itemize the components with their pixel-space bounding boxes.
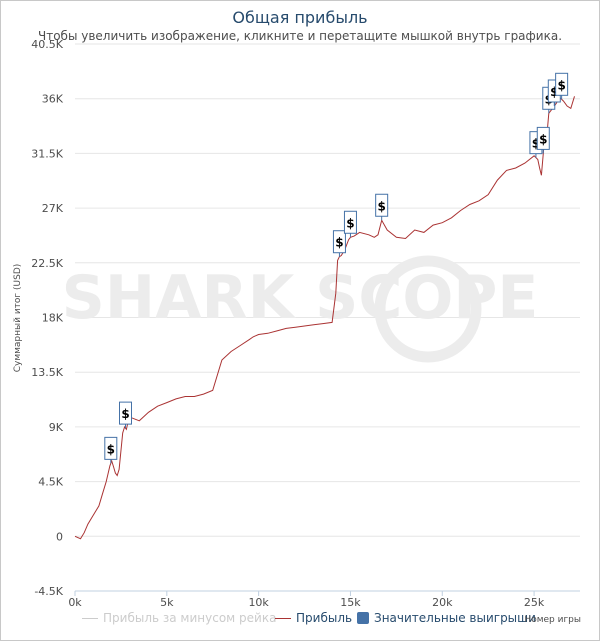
x-tick-label: 20k [432,596,453,609]
big-win-marker-label: $ [539,132,547,146]
big-win-marker[interactable]: $ [375,193,389,221]
big-win-marker-label: $ [107,442,115,456]
legend-item[interactable]: Значительные выигрыши [357,611,536,625]
big-win-marker[interactable]: $ [332,230,346,257]
y-tick-label: -4.5K [34,585,63,598]
chart-title: Общая прибыль [232,8,368,27]
big-win-marker[interactable]: $ [536,126,550,154]
legend-swatch [82,617,98,619]
legend-item[interactable]: Прибыль [275,611,352,625]
big-win-marker-label: $ [557,78,565,92]
y-tick-label: 0 [56,530,63,543]
x-tick-label: 25k [524,596,545,609]
y-tick-label: 9K [49,421,64,434]
big-win-marker-label: $ [532,137,540,151]
x-axis-title: Номер игры [524,615,581,625]
legend-item[interactable]: Прибыль за минусом рейка [82,611,276,625]
x-tick-label: 10k [248,596,269,609]
legend: Прибыль за минусом рейка Прибыль Значитель… [0,611,600,629]
legend-label: Прибыль за минусом рейка [103,611,277,625]
legend-swatch [275,617,291,619]
x-tick-label: 0k [68,596,82,609]
big-win-marker[interactable]: $ [343,210,357,238]
legend-label: Значительные выигрыши [374,611,536,625]
y-tick-label: 40.5K [31,38,63,51]
y-tick-label: 4.5K [38,476,63,489]
big-win-marker-label: $ [335,236,343,250]
y-tick-label: 27K [42,202,64,215]
big-win-marker[interactable]: $ [104,436,118,464]
big-win-marker-label: $ [377,199,385,213]
watermark-scope-icon [374,255,482,363]
y-axis-title: Суммарный итог (USD) [13,264,23,373]
legend-label: Прибыль [296,611,353,625]
series-line-profit [74,96,575,540]
big-win-marker[interactable]: $ [555,72,569,100]
big-win-marker-label: $ [346,216,354,230]
y-tick-label: 22.5K [31,257,63,270]
y-tick-label: 36K [42,93,64,106]
legend-swatch [357,612,369,624]
y-tick-label: 31.5K [31,147,63,160]
x-tick-label: 5k [160,596,174,609]
x-axis: 0k 5k 10k 15k 20k 25k [68,590,580,609]
big-win-marker-label: $ [121,407,129,421]
big-win-marker-label: $ [550,85,558,99]
y-tick-label: 18K [42,312,64,325]
y-axis: -4.5K 0 4.5K 9K 13.5K 18K 22.5K 27K 31.5K 36K 40.5… [31,38,63,598]
y-tick-label: 13.5K [31,366,63,379]
x-tick-label: 15k [340,596,361,609]
chart-subtitle: Чтобы увеличить изображение, кликните и … [37,29,563,43]
big-win-marker[interactable]: $ [119,401,132,429]
big-win-markers: $$$$$$$$$$ [104,72,569,464]
